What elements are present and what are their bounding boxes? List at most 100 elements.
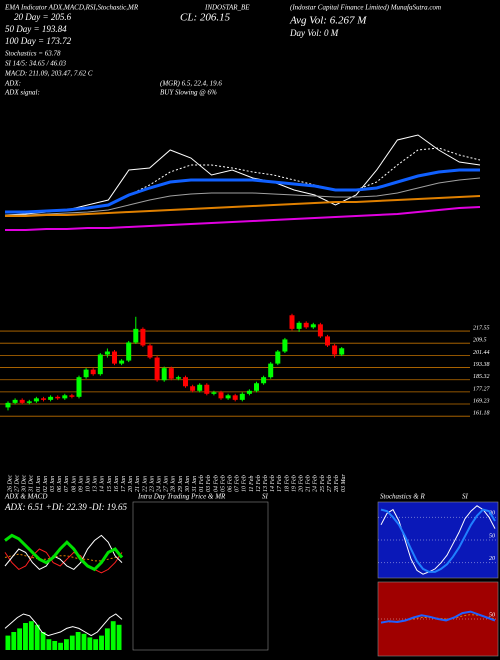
histogram-bar bbox=[116, 624, 122, 650]
candle-body bbox=[190, 386, 196, 391]
y-tick-label: 185.32 bbox=[473, 374, 490, 380]
x-tick-label: 03 Mar bbox=[341, 474, 347, 492]
candle-body bbox=[19, 399, 25, 403]
x-tick-label: 30 Jan bbox=[185, 476, 191, 493]
adx-label: ADX: bbox=[4, 80, 21, 88]
x-tick-label: 11 Feb bbox=[249, 476, 255, 492]
candle-body bbox=[12, 399, 18, 403]
candle-body bbox=[33, 398, 39, 402]
x-tick-label: 19 Feb bbox=[291, 475, 297, 492]
indicator-line bbox=[4, 533, 124, 572]
candle-body bbox=[204, 384, 210, 394]
x-tick-label: 27 Feb bbox=[327, 475, 333, 492]
panel-frame bbox=[132, 501, 269, 651]
candle-body bbox=[90, 369, 96, 375]
x-tick-label: 30 Dec bbox=[22, 475, 28, 493]
candle-body bbox=[218, 392, 224, 399]
x-tick-label: 21 Feb bbox=[306, 475, 312, 492]
candle-body bbox=[62, 395, 68, 399]
indicator-line bbox=[5, 168, 480, 214]
panel-subtitle: SI bbox=[462, 493, 469, 501]
histogram-bar bbox=[40, 632, 46, 650]
histogram-bar bbox=[17, 628, 23, 650]
x-tick-label: 23 Jan bbox=[149, 476, 155, 492]
x-tick-label: 01 Feb bbox=[199, 475, 205, 492]
ma100: 100 Day = 173.72 bbox=[5, 36, 72, 46]
x-tick-label: 13 Feb bbox=[263, 475, 269, 492]
candle-body bbox=[303, 322, 309, 328]
indicator-line bbox=[5, 177, 481, 216]
x-tick-label: 13 Jan bbox=[93, 476, 99, 492]
indicator-line bbox=[380, 508, 496, 573]
histogram-bar bbox=[104, 628, 110, 650]
x-tick-label: 20 Feb bbox=[298, 475, 304, 492]
indicator-line bbox=[4, 134, 481, 216]
candle-body bbox=[161, 368, 167, 381]
y-tick-label: 193.38 bbox=[473, 362, 490, 368]
company: (Indostar Capital Finance Limited) Munaf… bbox=[290, 4, 441, 12]
candle-body bbox=[211, 392, 217, 394]
x-tick-label: 24 Feb bbox=[312, 475, 319, 492]
x-tick-label: 20 Jan bbox=[128, 476, 134, 492]
indicator-line bbox=[4, 534, 123, 571]
x-tick-label: 10 Feb bbox=[242, 475, 248, 492]
panel-subtitle: SI bbox=[262, 493, 269, 501]
stochastics: Stochastics = 63.78 bbox=[5, 50, 61, 58]
adx-signal: BUY Slowing @ 6% bbox=[160, 89, 217, 97]
y-tick-label: 169.23 bbox=[473, 398, 490, 404]
candle-body bbox=[168, 368, 174, 379]
x-tick-label: 14 Feb bbox=[269, 475, 276, 492]
candle-body bbox=[83, 369, 89, 378]
x-tick-label: 08 Jan bbox=[71, 476, 77, 492]
x-tick-label: 02 Jan bbox=[43, 476, 49, 492]
indicator-line bbox=[380, 610, 496, 624]
x-tick-label: 31 Jan bbox=[192, 476, 198, 493]
indicator-line bbox=[380, 505, 496, 575]
candle-body bbox=[246, 390, 252, 394]
histogram-bar bbox=[81, 633, 87, 650]
candle-body bbox=[140, 328, 146, 346]
avg-volume: Avg Vol: 6.267 M bbox=[289, 15, 367, 27]
x-tick-label: 26 Dec bbox=[7, 475, 13, 492]
x-tick-label: 12 Feb bbox=[256, 475, 262, 492]
candle-body bbox=[254, 383, 259, 391]
candle-body bbox=[183, 377, 188, 387]
candle-body bbox=[119, 360, 125, 364]
panel-title: ADX & MACD bbox=[4, 493, 47, 501]
x-tick-label: 14 Jan bbox=[99, 476, 106, 492]
indicator-line bbox=[4, 613, 123, 637]
candle-body bbox=[112, 351, 117, 364]
y-tick-label: 50 bbox=[489, 533, 495, 539]
candle-body bbox=[325, 336, 330, 346]
si: SI 14/5: 34.65 / 46.03 bbox=[5, 60, 67, 68]
x-tick-label: 06 Jan bbox=[57, 476, 63, 492]
panel-title: Intra Day Trading Price & MR bbox=[137, 493, 226, 501]
histogram-bar bbox=[5, 635, 11, 650]
candle-body bbox=[268, 363, 274, 378]
x-tick-label: 22 Jan bbox=[142, 476, 148, 492]
x-tick-label: 28 Feb bbox=[334, 475, 340, 492]
x-tick-label: 29 Jan bbox=[178, 476, 184, 492]
x-tick-label: 17 Jan bbox=[121, 476, 127, 492]
adx-values: (MGR) 6.5, 22.4, 19.6 bbox=[160, 80, 222, 88]
indicator-line bbox=[4, 553, 123, 562]
panel-subtitle: ADX: 6.51 +DI: 22.39 -DI: 19.65 bbox=[4, 502, 128, 512]
y-tick-label: 50 bbox=[489, 612, 495, 618]
y-tick-label: 201.44 bbox=[473, 349, 490, 356]
candle-body bbox=[76, 377, 82, 397]
panel-title: Stochastics & R bbox=[380, 493, 425, 501]
candle-body bbox=[97, 354, 103, 375]
x-tick-label: 03 Jan bbox=[50, 476, 56, 492]
candle-body bbox=[225, 395, 231, 399]
x-tick-label: 04 Feb bbox=[212, 475, 219, 492]
histogram-bar bbox=[87, 637, 93, 650]
histogram-bar bbox=[75, 632, 81, 650]
x-tick-label: 05 Feb bbox=[220, 475, 226, 492]
candle-body bbox=[55, 396, 61, 399]
x-tick-label: 15 Jan bbox=[107, 476, 113, 492]
candle-body bbox=[126, 342, 132, 361]
histogram-bar bbox=[58, 642, 63, 650]
histogram-bar bbox=[99, 635, 104, 650]
x-tick-label: 17 Feb bbox=[277, 475, 283, 492]
